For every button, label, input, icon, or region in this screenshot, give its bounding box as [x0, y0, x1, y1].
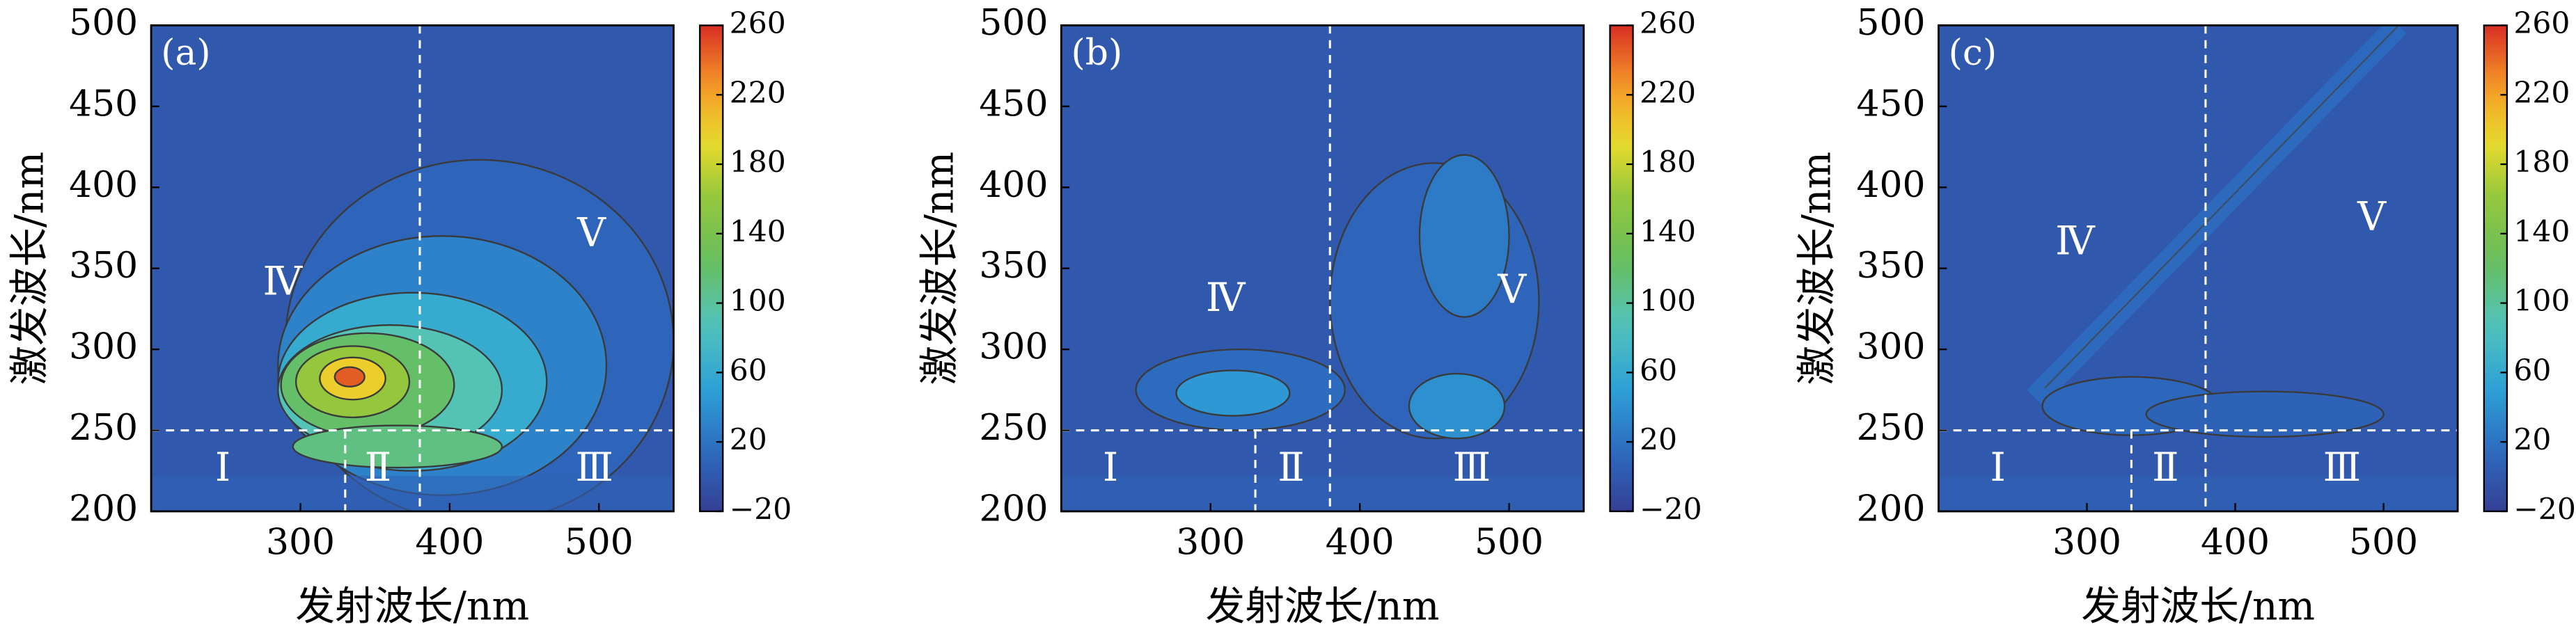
region-label: Ⅱ — [1278, 445, 1305, 491]
heatmap-fill — [151, 159, 674, 511]
y-tick-label: 500 — [979, 2, 1048, 44]
region-label: Ⅲ — [576, 445, 614, 491]
y-axis-label: 激发波长/nm — [917, 152, 963, 385]
x-axis-label: 发射波长/nm — [295, 584, 529, 630]
x-tick-label: 400 — [2201, 521, 2270, 563]
colorbar-tick-label: 180 — [1640, 145, 1696, 180]
region-label: Ⅴ — [2357, 193, 2387, 239]
y-tick-label: 200 — [69, 488, 138, 529]
colorbar-tick-label: 140 — [730, 215, 786, 249]
colorbar — [1609, 24, 1634, 513]
x-axis-label: 发射波长/nm — [2081, 584, 2315, 630]
y-tick-label: 350 — [69, 245, 138, 287]
colorbar-tick-label: 180 — [730, 145, 786, 180]
y-tick-label: 350 — [1856, 245, 1925, 287]
contour-line — [2044, 25, 2400, 389]
y-tick-label: 200 — [979, 488, 1048, 529]
colorbar-tick-label: 20 — [730, 423, 767, 457]
colorbar-tick-label: 220 — [1640, 76, 1696, 110]
heatmap-fill — [1938, 25, 2458, 511]
colorbar-tick-label: 100 — [2513, 285, 2570, 319]
contour-region — [292, 424, 503, 469]
y-tick-label: 450 — [69, 83, 138, 125]
y-tick-label: 300 — [69, 326, 138, 368]
region-label: Ⅳ — [1206, 275, 1246, 321]
contour-region — [1408, 372, 1506, 440]
x-tick-label: 500 — [1475, 521, 1544, 563]
low-excitation-band — [1061, 475, 1584, 511]
colorbar — [699, 24, 724, 513]
colorbar-tick-label: 60 — [1640, 353, 1677, 388]
contour-region — [1418, 154, 1510, 318]
region-label: Ⅱ — [365, 445, 392, 491]
low-excitation-band — [1938, 475, 2458, 511]
y-tick-label: 400 — [1856, 164, 1925, 206]
region-label: Ⅰ — [1103, 445, 1118, 491]
colorbar-tick-label: 60 — [2513, 353, 2551, 388]
colorbar-tick-label: −20 — [730, 493, 792, 527]
colorbar-tick-label: 100 — [730, 285, 786, 319]
region-label: Ⅱ — [2152, 445, 2179, 491]
x-tick-label: 500 — [2349, 521, 2418, 563]
region-label: Ⅰ — [215, 445, 230, 491]
plot-background — [1938, 25, 2458, 511]
panel-label: (b) — [1071, 32, 1123, 74]
low-excitation-band — [151, 475, 674, 511]
colorbar-tick-label: 260 — [1640, 6, 1696, 40]
colorbar-tick-label: 220 — [2513, 76, 2570, 110]
y-tick-label: 400 — [69, 164, 138, 206]
region-label: Ⅴ — [1497, 266, 1527, 312]
region-label: Ⅰ — [1990, 445, 2005, 491]
y-axis-label: 激发波长/nm — [6, 152, 52, 385]
colorbar-tick-label: −20 — [1640, 493, 1702, 527]
contour-region — [1175, 369, 1291, 417]
y-tick-label: 250 — [979, 407, 1048, 449]
colorbar-tick-label: 180 — [2513, 145, 2570, 180]
panel-label: (a) — [161, 32, 210, 74]
region-label: Ⅲ — [1453, 445, 1491, 491]
colorbar-tick-label: 140 — [1640, 215, 1696, 249]
eem-panel: Ⅰ Ⅱ Ⅲ Ⅳ Ⅴ (b) 300 400 500 200 250 300 350 400 450 500 发射… — [917, 2, 1702, 630]
x-tick-label: 500 — [565, 521, 634, 563]
colorbar-tick-label: 140 — [2513, 215, 2570, 249]
eem-panel: Ⅰ Ⅱ Ⅲ Ⅳ Ⅴ (c) 300 400 500 200 250 300 350 400 450 500 发射… — [1794, 2, 2576, 630]
y-tick-label: 500 — [69, 2, 138, 44]
y-tick-label: 450 — [1856, 83, 1925, 125]
x-axis-label: 发射波长/nm — [1206, 584, 1440, 630]
colorbar-tick-label: 60 — [730, 353, 767, 388]
region-label: Ⅳ — [262, 258, 303, 304]
colorbar-tick-label: 20 — [2513, 423, 2551, 457]
colorbar-tick-label: −20 — [2513, 493, 2576, 527]
y-tick-label: 200 — [1856, 488, 1925, 529]
colorbar — [2483, 24, 2508, 513]
region-label: Ⅴ — [576, 210, 606, 256]
x-tick-label: 300 — [1176, 521, 1245, 563]
y-tick-label: 350 — [979, 245, 1048, 287]
x-tick-label: 400 — [1326, 521, 1395, 563]
y-tick-label: 250 — [69, 407, 138, 449]
y-axis-label: 激发波长/nm — [1794, 152, 1840, 385]
colorbar-tick-label: 20 — [1640, 423, 1677, 457]
colorbar-tick-label: 220 — [730, 76, 786, 110]
heatmap-fill — [1061, 154, 1584, 511]
colorbar-tick-label: 260 — [730, 6, 786, 40]
x-tick-label: 300 — [2052, 521, 2121, 563]
y-tick-label: 450 — [979, 83, 1048, 125]
panel-label: (c) — [1949, 32, 1997, 74]
y-tick-label: 300 — [979, 326, 1048, 368]
colorbar-tick-label: 100 — [1640, 285, 1696, 319]
region-label: Ⅳ — [2055, 218, 2096, 264]
y-tick-label: 500 — [1856, 2, 1925, 44]
y-tick-label: 400 — [979, 164, 1048, 206]
y-tick-label: 300 — [1856, 326, 1925, 368]
contour-region — [333, 366, 366, 388]
x-tick-label: 300 — [266, 521, 335, 563]
x-tick-label: 400 — [415, 521, 484, 563]
eem-panel: Ⅰ Ⅱ Ⅲ Ⅳ Ⅴ (a) 300 400 500 200 250 300 350 400 450 500 发射… — [6, 2, 792, 630]
y-tick-label: 250 — [1856, 407, 1925, 449]
colorbar-tick-label: 260 — [2513, 6, 2570, 40]
region-label: Ⅲ — [2323, 445, 2362, 491]
